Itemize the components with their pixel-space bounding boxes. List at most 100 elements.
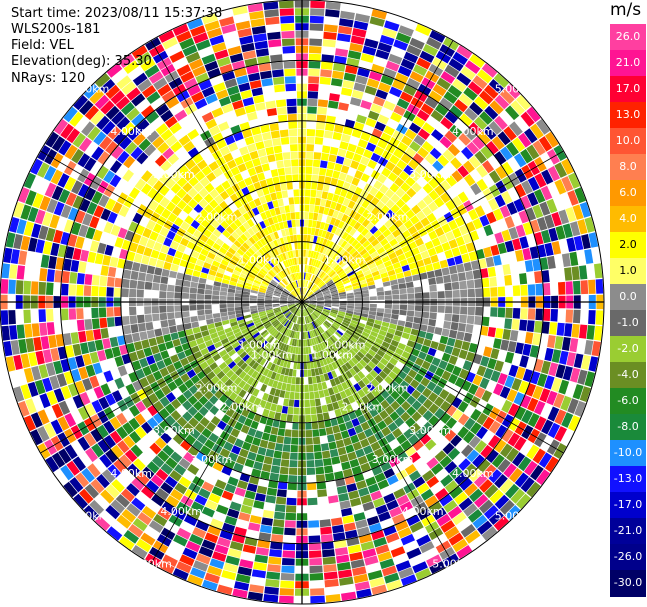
velocity-cell	[111, 201, 123, 214]
velocity-cell	[321, 341, 327, 350]
velocity-cell	[258, 532, 271, 541]
velocity-cell	[220, 374, 230, 384]
velocity-cell	[250, 289, 258, 294]
velocity-cell	[169, 122, 182, 134]
velocity-cell	[368, 311, 377, 316]
velocity-cell	[544, 375, 555, 390]
velocity-cell	[79, 198, 91, 212]
velocity-cell	[288, 475, 298, 483]
velocity-cell	[350, 434, 360, 444]
velocity-cell	[303, 242, 307, 250]
velocity-cell	[176, 394, 187, 405]
velocity-cell	[181, 342, 191, 351]
velocity-cell	[367, 361, 376, 369]
velocity-cell	[279, 420, 286, 429]
velocity-cell	[123, 325, 132, 335]
velocity-cell	[255, 454, 265, 463]
velocity-cell	[373, 497, 386, 508]
velocity-cell	[247, 184, 256, 193]
velocity-cell	[257, 303, 265, 306]
velocity-cell	[179, 37, 195, 50]
velocity-cell	[176, 561, 192, 574]
velocity-cell	[345, 268, 353, 275]
velocity-cell	[265, 344, 272, 352]
velocity-cell	[444, 526, 460, 540]
velocity-cell	[252, 282, 261, 287]
velocity-cell	[307, 292, 313, 298]
velocity-cell	[251, 225, 259, 234]
velocity-cell	[336, 314, 345, 319]
velocity-cell	[244, 104, 256, 114]
velocity-cell	[351, 356, 359, 365]
velocity-cell	[364, 85, 377, 96]
velocity-cell	[50, 242, 60, 257]
velocity-cell	[354, 186, 363, 196]
velocity-cell	[508, 364, 519, 377]
velocity-cell	[323, 321, 331, 328]
velocity-cell	[452, 512, 467, 526]
velocity-cell	[381, 321, 390, 328]
velocity-cell	[538, 452, 553, 468]
velocity-cell	[287, 345, 292, 353]
velocity-cell	[283, 359, 288, 368]
velocity-cell	[388, 323, 397, 330]
velocity-cell	[178, 383, 188, 394]
velocity-cell	[165, 457, 178, 469]
velocity-cell	[425, 332, 434, 341]
velocity-cell	[187, 406, 198, 417]
velocity-cell	[292, 227, 297, 235]
velocity-cell	[274, 223, 281, 231]
velocity-cell	[386, 579, 402, 591]
velocity-cell	[293, 290, 298, 296]
velocity-cell	[281, 382, 287, 391]
velocity-cell	[273, 239, 279, 248]
velocity-cell	[106, 526, 123, 541]
velocity-cell	[284, 368, 290, 376]
velocity-cell	[541, 419, 554, 435]
velocity-cell	[504, 375, 515, 388]
velocity-cell	[222, 229, 231, 239]
velocity-cell	[304, 219, 309, 227]
velocity-cell	[239, 351, 248, 359]
velocity-cell	[295, 219, 300, 227]
velocity-cell	[446, 257, 456, 267]
velocity-cell	[367, 235, 376, 243]
velocity-cell	[283, 436, 292, 445]
velocity-cell	[344, 362, 353, 370]
velocity-cell	[280, 137, 290, 145]
velocity-cell	[314, 309, 321, 315]
velocity-cell	[263, 1, 279, 10]
velocity-cell	[246, 261, 254, 268]
velocity-cell	[369, 577, 385, 588]
velocity-cell	[412, 153, 424, 164]
velocity-cell	[357, 139, 368, 149]
velocity-cell	[309, 314, 315, 321]
velocity-cell	[291, 159, 299, 167]
velocity-cell	[434, 196, 445, 208]
velocity-cell	[339, 305, 347, 308]
velocity-cell	[203, 193, 214, 204]
velocity-cell	[190, 316, 198, 323]
velocity-cell	[334, 186, 342, 196]
velocity-cell	[256, 485, 268, 495]
velocity-cell	[289, 322, 294, 330]
velocity-cell	[381, 426, 392, 437]
velocity-cell	[308, 305, 316, 309]
velocity-cell	[164, 415, 176, 426]
velocity-cell	[75, 210, 86, 224]
velocity-cell	[386, 499, 399, 511]
velocity-cell	[5, 232, 16, 248]
velocity-cell	[288, 467, 298, 475]
velocity-cell	[284, 167, 292, 175]
velocity-cell	[410, 328, 419, 336]
velocity-cell	[193, 244, 203, 253]
velocity-cell	[352, 153, 363, 163]
velocity-cell	[333, 532, 346, 541]
velocity-cell	[361, 218, 371, 228]
velocity-cell	[322, 289, 330, 294]
velocity-cell	[201, 267, 210, 274]
velocity-cell	[336, 383, 344, 392]
velocity-cell	[549, 322, 558, 335]
colorbar-tick-label: -13.0	[613, 472, 643, 485]
velocity-cell	[58, 400, 71, 415]
